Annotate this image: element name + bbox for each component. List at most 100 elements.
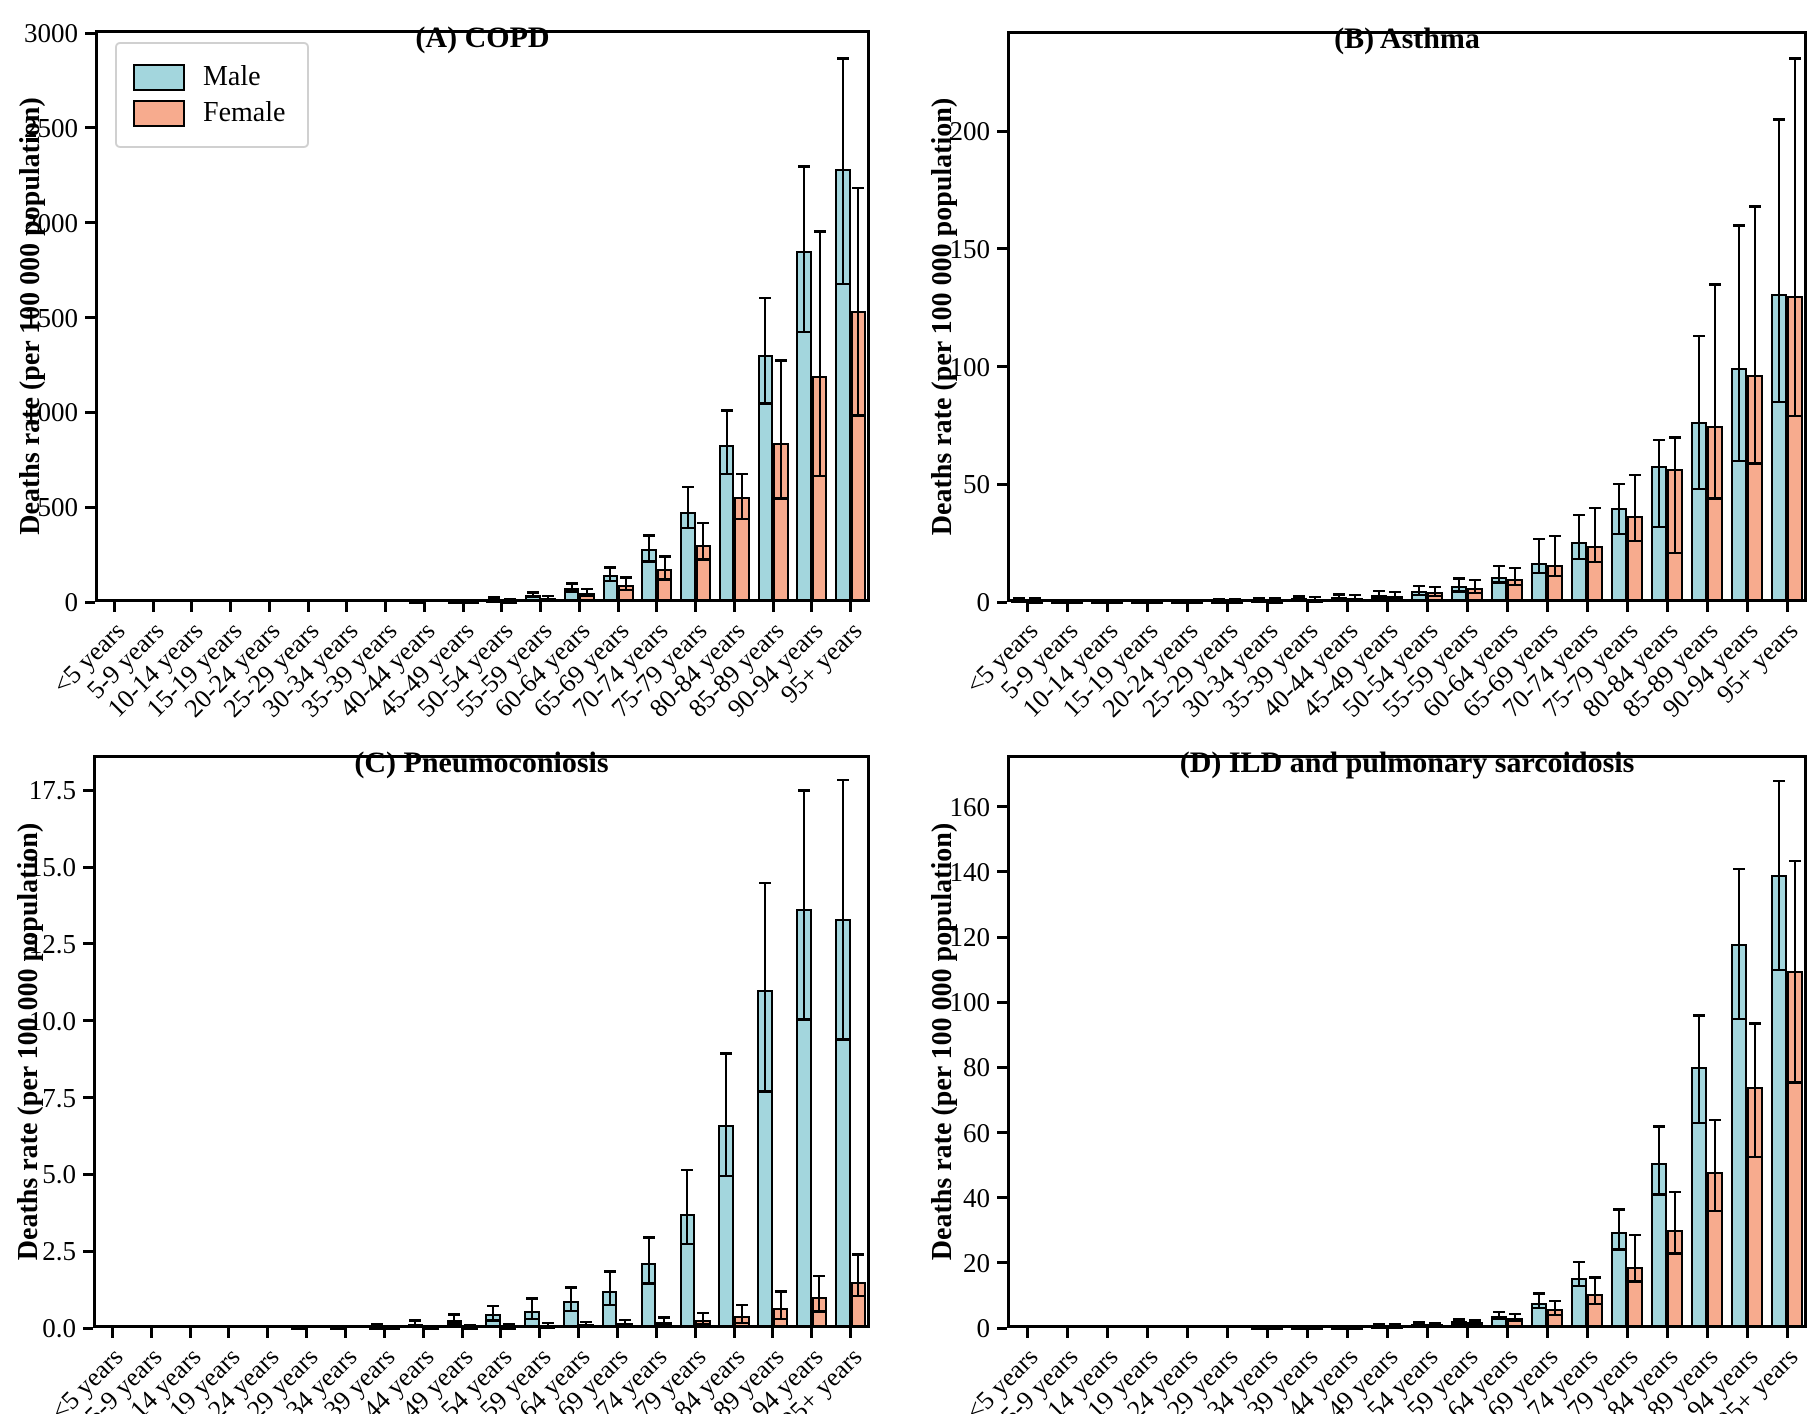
error-bar-cap-bottom [1549, 574, 1561, 578]
error-bar-line [1554, 1300, 1556, 1315]
error-bar-line [569, 1287, 572, 1311]
y-tick-mark [997, 1326, 1007, 1330]
error-bar-line [1738, 868, 1740, 1019]
error-bar-cap-bottom [813, 474, 826, 478]
x-tick-mark [345, 602, 349, 612]
error-bar-cap-top [1469, 578, 1481, 582]
error-bar-cap-top [1589, 506, 1601, 510]
error-bar-cap-top [619, 576, 632, 579]
y-tick-label: 12.5 [28, 928, 76, 959]
error-bar-line [686, 1169, 689, 1244]
x-tick-mark [306, 602, 310, 612]
x-tick-mark [1345, 1328, 1349, 1338]
error-bar-cap-top [1789, 57, 1801, 60]
error-bar-cap-bottom [526, 1317, 538, 1321]
error-bar-cap-top [1373, 1322, 1385, 1326]
error-bar-line [1634, 1234, 1636, 1282]
y-tick-label: 0 [976, 1313, 991, 1343]
legend: Male Female [115, 42, 310, 148]
x-tick-mark [112, 602, 116, 612]
x-tick-mark [1305, 602, 1309, 612]
error-bar-cap-top [565, 582, 578, 585]
error-bar-cap-top [1629, 1233, 1641, 1236]
y-tick-label: 2000 [24, 207, 78, 238]
error-bar-line [1578, 514, 1580, 559]
x-tick-mark [421, 1328, 425, 1338]
y-tick-mark [997, 129, 1007, 133]
error-bar-cap-top [774, 359, 787, 362]
error-bar-cap-top [697, 521, 710, 525]
y-tick-mark [83, 1326, 93, 1330]
x-tick-mark [615, 1328, 619, 1338]
error-bar-cap-bottom [448, 1322, 461, 1325]
error-bar-line [1794, 58, 1796, 416]
error-bar-line [453, 1314, 456, 1324]
error-bar-line [1298, 596, 1300, 600]
x-tick-mark [149, 1328, 153, 1338]
error-bar-cap-bottom [1733, 1017, 1745, 1021]
error-bar-line [818, 1275, 821, 1312]
error-bar-cap-top [1773, 779, 1785, 783]
x-tick-mark [500, 602, 504, 612]
x-tick-mark [1385, 1328, 1389, 1338]
error-bar-cap-top [774, 1290, 787, 1293]
error-bar-cap-bottom [1469, 591, 1481, 595]
error-bar-line [841, 779, 844, 1040]
error-bar-cap-bottom [1653, 525, 1665, 529]
x-tick-mark [422, 602, 426, 612]
y-tick-label: 120 [949, 922, 991, 953]
error-bar-line [686, 486, 689, 528]
x-tick-mark [1665, 1328, 1669, 1338]
error-bar-line [531, 592, 534, 597]
error-bar-line [1634, 474, 1636, 541]
error-bar-cap-bottom [681, 1242, 694, 1245]
y-tick-label: 20 [963, 1247, 990, 1278]
y-tick-label: 80 [963, 1052, 990, 1083]
error-bar-cap-top [1349, 593, 1361, 597]
x-tick-mark [654, 1328, 658, 1338]
y-tick-label: 0 [976, 587, 991, 617]
y-tick-mark [997, 1131, 1007, 1135]
error-bar-cap-top [813, 1274, 826, 1278]
plot-frame [95, 30, 870, 602]
error-bar-line [1554, 535, 1556, 576]
legend-swatch-female-icon [133, 99, 185, 127]
error-bar-cap-top [1589, 1276, 1601, 1279]
y-tick-mark [997, 1196, 1007, 1200]
error-bar-cap-bottom [1333, 597, 1345, 601]
y-tick-mark [83, 788, 93, 792]
x-tick-mark [1265, 1328, 1269, 1338]
error-bar-cap-top [1653, 438, 1665, 442]
error-bar-cap-bottom [1469, 1323, 1481, 1326]
error-bar-cap-top [1389, 1323, 1401, 1326]
error-bar-line [531, 1298, 533, 1319]
x-tick-mark [499, 1328, 503, 1338]
y-tick-label: 160 [949, 791, 991, 822]
error-bar-cap-bottom [1693, 487, 1705, 491]
error-bar-cap-bottom [564, 1309, 577, 1313]
error-bar-cap-top [1029, 597, 1041, 600]
y-tick-mark [997, 870, 1007, 874]
y-tick-label: 100 [949, 987, 991, 1018]
error-bar-cap-top [759, 296, 772, 300]
error-bar-cap-bottom [1669, 1252, 1681, 1255]
error-bar-cap-bottom [1389, 596, 1401, 600]
error-bar-line [1498, 1311, 1500, 1319]
error-bar-cap-top [1733, 224, 1745, 227]
error-bar-line [1514, 567, 1516, 585]
error-bar-line [1538, 538, 1540, 573]
x-tick-mark [1225, 1328, 1229, 1338]
error-bar-cap-bottom [1493, 581, 1505, 584]
y-tick-label: 200 [949, 116, 991, 147]
error-bar-line [1778, 119, 1780, 402]
x-tick-mark [460, 1328, 464, 1338]
x-tick-mark [1785, 602, 1789, 612]
error-bar-cap-bottom [1629, 539, 1641, 543]
y-tick-mark [997, 805, 1007, 809]
x-tick-mark [1745, 602, 1749, 612]
error-bar-cap-bottom [1653, 1193, 1665, 1196]
error-bar-line [647, 1237, 650, 1284]
error-bar-cap-top [1773, 118, 1785, 121]
error-bar-cap-top [642, 1236, 655, 1239]
